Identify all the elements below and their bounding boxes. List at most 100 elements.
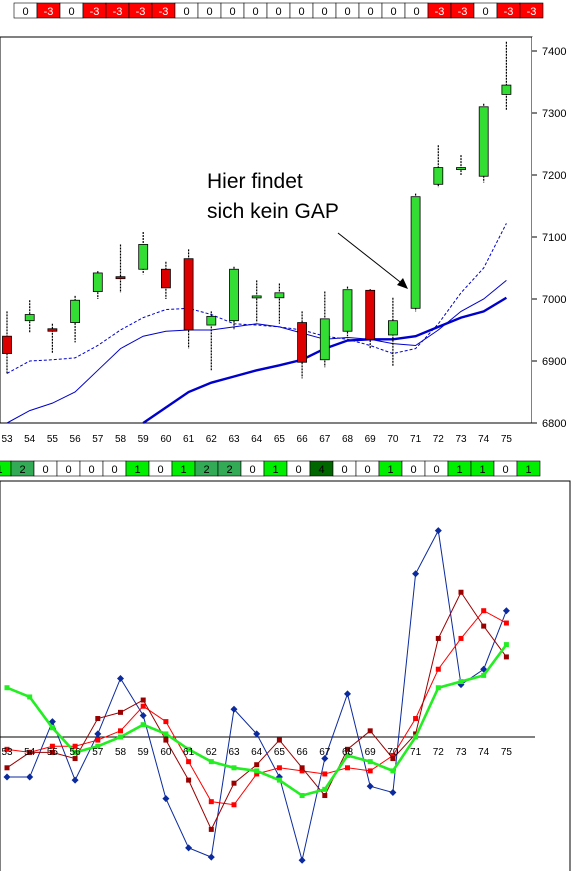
- oscillator-point: [94, 730, 102, 738]
- price-tick-label: 7300: [542, 108, 566, 120]
- oscillator-point: [27, 749, 33, 755]
- oscillator-point: [503, 620, 509, 626]
- x-tick-label: 62: [206, 434, 218, 445]
- candle-body: [387, 320, 398, 336]
- oscillator-panel: 53 54 55 56 57 58 59 60 61 62 63 64 65 66 67 68 69 70 71 72…: [0, 480, 571, 876]
- oscillator-point: [412, 570, 420, 578]
- mid-signal-value: 1: [180, 464, 186, 476]
- top-signal-value: -3: [44, 6, 54, 18]
- oscillator-point: [366, 782, 374, 790]
- x-tick-label: 69: [365, 747, 377, 758]
- oscillator-point: [367, 759, 373, 765]
- oscillator-point: [276, 777, 282, 783]
- oscillator-point: [322, 771, 328, 777]
- candle-body: [433, 167, 444, 185]
- moving-average-thin: [6, 280, 507, 424]
- oscillator-point: [231, 765, 237, 771]
- top-signal-value: -3: [159, 6, 169, 18]
- oscillator-point: [230, 705, 238, 713]
- candle-body: [410, 196, 421, 309]
- oscillator-point: [481, 623, 487, 629]
- oscillator-point: [162, 795, 170, 803]
- x-tick-label: 68: [342, 434, 354, 445]
- price-tick-label: 7000: [542, 294, 566, 306]
- x-tick-label: 60: [160, 747, 172, 758]
- oscillator-point: [322, 793, 328, 799]
- top-signal-value: 0: [206, 6, 212, 18]
- oscillator-point: [71, 776, 79, 784]
- x-tick-label: 56: [70, 747, 82, 758]
- x-tick-label: 62: [206, 747, 218, 758]
- oscillator-point: [163, 731, 169, 737]
- top-signal-value: 0: [390, 6, 396, 18]
- x-tick-label: 60: [160, 434, 172, 445]
- top-signal-value: -3: [136, 6, 146, 18]
- mid-signal-value: 0: [433, 464, 439, 476]
- oscillator-point: [95, 743, 101, 749]
- candle-body: [456, 167, 466, 170]
- oscillator-point: [390, 756, 396, 762]
- candle-body: [70, 299, 80, 323]
- oscillator-point: [389, 788, 397, 796]
- candle-body: [297, 322, 308, 363]
- mid-signal-value: 0: [341, 464, 347, 476]
- mid-signal-value: 4: [318, 464, 324, 476]
- oscillator-point: [390, 752, 396, 758]
- top-signal-value: 0: [22, 6, 28, 18]
- top-signal-value: -3: [458, 6, 468, 18]
- price-tick-label: 7400: [542, 46, 566, 58]
- x-tick-label: 58: [115, 434, 127, 445]
- oscillator-point: [322, 786, 328, 792]
- mid-signal-value: 0: [88, 464, 94, 476]
- mid-signal-value: 0: [249, 464, 255, 476]
- mid-signal-value: 1: [525, 464, 531, 476]
- mid-signal-value: 1: [134, 464, 140, 476]
- candle-body: [251, 295, 262, 299]
- x-tick-label: 55: [47, 747, 59, 758]
- top-signal-value: -3: [90, 6, 100, 18]
- oscillator-point: [345, 765, 350, 771]
- top-signal-value: 0: [68, 6, 74, 18]
- x-tick-label: 57: [92, 434, 104, 445]
- oscillator-point: [49, 743, 55, 749]
- oscillator-point: [458, 635, 464, 641]
- x-tick-label: 64: [251, 434, 263, 445]
- candles: [2, 41, 512, 379]
- x-tick-label: 71: [410, 434, 422, 445]
- oscillator-point: [163, 737, 169, 743]
- oscillator-point: [118, 734, 123, 740]
- x-axis-labels-top: 53 54 55 56 57 58 59 60 61 62 63 64 65 66 67 68 69 70 71 72…: [1, 434, 512, 445]
- x-tick-label: 65: [274, 747, 286, 758]
- mid-signal-value: 0: [42, 464, 48, 476]
- top-signal-cell: [519, 2, 544, 19]
- top-signal-value: -3: [435, 6, 445, 18]
- oscillator-point: [413, 734, 419, 740]
- oscillator-point: [481, 608, 487, 614]
- oscillator-point: [231, 802, 237, 808]
- oscillator-point: [140, 722, 146, 728]
- x-tick-label: 70: [387, 747, 399, 758]
- mid-signal-value: 2: [226, 464, 232, 476]
- x-tick-label: 56: [70, 434, 82, 445]
- oscillator-point: [276, 765, 282, 771]
- oscillator-point: [299, 765, 305, 771]
- mid-signal-value: 1: [479, 464, 485, 476]
- top-signal-value: 0: [344, 6, 350, 18]
- x-tick-label: 67: [319, 434, 331, 445]
- annotation-line-2: sich kein GAP: [207, 200, 339, 223]
- price-tick-label: 7100: [542, 232, 566, 244]
- oscillator-point: [186, 746, 192, 752]
- mid-signal-value: 1: [272, 464, 278, 476]
- x-tick-label: 64: [251, 747, 263, 758]
- price-axis-background: [532, 37, 576, 423]
- oscillator-point: [26, 773, 34, 781]
- x-tick-label: 66: [297, 434, 309, 445]
- x-tick-label: 57: [92, 747, 104, 758]
- candle-body: [138, 244, 149, 270]
- mid-signal-value: 2: [19, 464, 25, 476]
- candle-body: [319, 318, 330, 361]
- mid-signal-value: 0: [65, 464, 71, 476]
- candle-body: [183, 258, 194, 331]
